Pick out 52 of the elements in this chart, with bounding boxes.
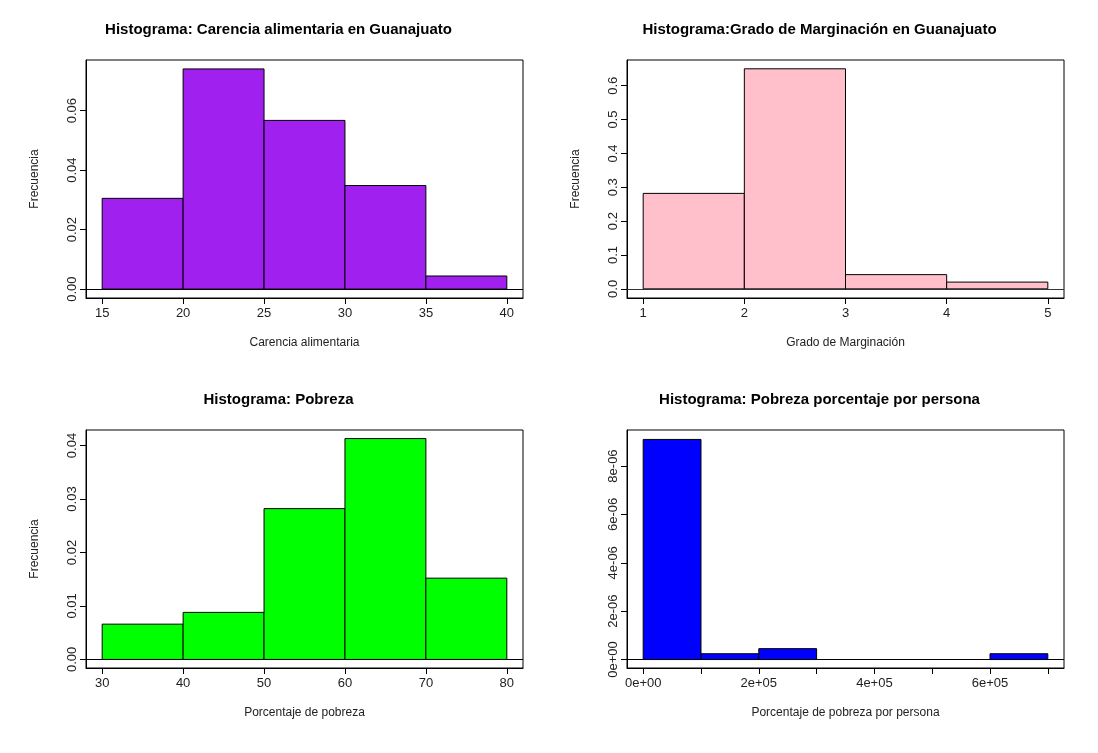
y-tick-label: 8e-06 <box>605 449 620 483</box>
x-tick-label: 40 <box>175 675 191 690</box>
x-axis-title: Grado de Marginación <box>786 335 905 349</box>
y-tick-label: 0.6 <box>605 76 620 95</box>
y-tick-label: 0.1 <box>605 245 620 265</box>
x-tick-label: 35 <box>418 305 434 320</box>
y-tick-label: 0.00 <box>64 276 79 302</box>
x-tick-label: 30 <box>337 305 353 320</box>
chart-title: Histograma: Pobreza <box>203 390 355 407</box>
x-tick-label: 2 <box>740 305 748 320</box>
y-tick-label: 6e-06 <box>605 497 620 532</box>
chart-title: Histograma: Carencia alimentaria en Guanajuato <box>105 20 452 37</box>
y-tick-label: 0.2 <box>605 212 620 231</box>
x-tick-label: 4e+05 <box>856 675 893 690</box>
y-axis-title: Frecuencia <box>568 149 582 209</box>
x-axis-title: Carencia alimentaria <box>249 335 360 349</box>
y-tick-label: 0.03 <box>64 486 79 512</box>
x-tick-label: 3 <box>841 305 850 320</box>
y-tick-label: 0.02 <box>64 216 79 243</box>
x-tick-label: 15 <box>94 305 110 320</box>
x-tick-label: 60 <box>337 675 353 690</box>
chart-title: Histograma: Pobreza porcentaje por persona <box>659 390 981 407</box>
x-tick-label: 20 <box>175 305 191 320</box>
x-tick-label: 4 <box>943 305 951 320</box>
x-tick-label: 6e+05 <box>971 675 1009 690</box>
y-tick-label: 0.00 <box>64 646 79 673</box>
y-tick-label: 0.06 <box>64 97 79 124</box>
x-tick-label: 40 <box>499 305 515 320</box>
y-tick-label: 4e-06 <box>605 546 620 580</box>
y-tick-label: 0.5 <box>605 110 620 129</box>
x-axis-title: Porcentaje de pobreza por persona <box>751 705 940 719</box>
x-tick-label: 2e+05 <box>740 675 778 690</box>
x-tick-label: 25 <box>256 305 272 320</box>
y-tick-label: 0.4 <box>605 144 620 163</box>
y-tick-label: 0.04 <box>64 432 79 459</box>
chart-title: Histograma:Grado de Marginación en Guanajuato <box>642 20 997 37</box>
y-tick-label: 0.01 <box>64 593 79 619</box>
y-tick-label: 0.0 <box>605 279 620 298</box>
x-tick-label: 1 <box>639 305 647 320</box>
y-tick-label: 0.04 <box>64 157 79 183</box>
x-tick-label: 5 <box>1044 305 1052 320</box>
y-tick-label: 2e-06 <box>605 594 620 628</box>
y-axis-title: Frecuencia <box>27 519 41 579</box>
y-axis-title: Frecuencia <box>27 149 41 209</box>
x-tick-label: 80 <box>499 675 515 690</box>
x-tick-label: 0e+00 <box>624 675 662 690</box>
x-axis-title: Porcentaje de pobreza <box>244 705 366 719</box>
x-tick-label: 30 <box>94 675 110 690</box>
y-tick-label: 0.3 <box>605 178 620 197</box>
x-tick-label: 70 <box>418 675 434 690</box>
x-tick-label: 50 <box>256 675 272 690</box>
y-tick-label: 0.02 <box>64 539 79 566</box>
